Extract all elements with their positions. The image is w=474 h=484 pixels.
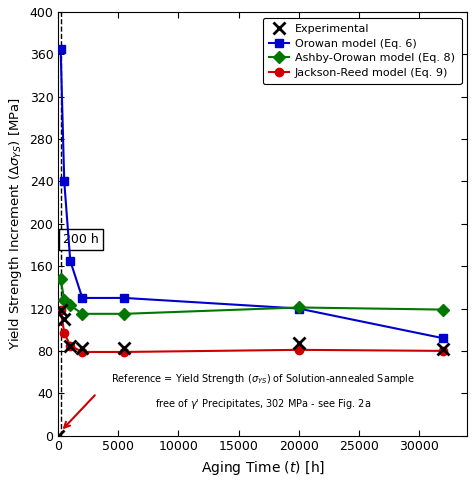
Ashby-Orowan model (Eq. 8) [67,302,73,308]
Ashby-Orowan model (Eq. 8) [121,311,127,317]
Ashby-Orowan model (Eq. 8) [80,311,85,317]
Orowan model (Eq. 6) [67,258,73,264]
Experimental [55,433,61,439]
Jackson-Reed model (Eq. 9) [80,349,85,355]
Ashby-Orowan model (Eq. 8) [440,307,446,313]
Experimental [440,346,446,352]
Jackson-Reed model (Eq. 9) [62,330,67,336]
Jackson-Reed model (Eq. 9) [121,349,127,355]
Orowan model (Eq. 6) [440,335,446,341]
Y-axis label: Yield Strength Increment ($\Delta\sigma_{YS}$) [MPa]: Yield Strength Increment ($\Delta\sigma_… [7,97,24,350]
Ashby-Orowan model (Eq. 8) [62,297,67,303]
Line: Orowan model (Eq. 6): Orowan model (Eq. 6) [56,45,447,342]
Orowan model (Eq. 6) [121,295,127,301]
Experimental [80,345,85,350]
Jackson-Reed model (Eq. 9) [296,347,301,353]
Experimental [58,307,64,313]
X-axis label: Aging Time ($t$) [h]: Aging Time ($t$) [h] [201,459,325,477]
Orowan model (Eq. 6) [296,305,301,311]
Text: Reference = Yield Strength ($\sigma_{YS}$) of Solution-annealed Sample: Reference = Yield Strength ($\sigma_{YS}… [110,373,415,387]
Experimental [121,345,127,350]
Experimental [67,343,73,348]
Orowan model (Eq. 6) [80,295,85,301]
Jackson-Reed model (Eq. 9) [440,348,446,354]
Jackson-Reed model (Eq. 9) [67,343,73,348]
Line: Experimental: Experimental [53,304,448,441]
Text: 200 h: 200 h [63,233,99,246]
Orowan model (Eq. 6) [58,46,64,52]
Experimental [296,341,301,347]
Ashby-Orowan model (Eq. 8) [58,276,64,282]
Line: Ashby-Orowan model (Eq. 8): Ashby-Orowan model (Eq. 8) [56,275,447,318]
Experimental [62,316,67,322]
Legend: Experimental, Orowan model (Eq. 6), Ashby-Orowan model (Eq. 8), Jackson-Reed mod: Experimental, Orowan model (Eq. 6), Ashb… [263,17,462,84]
Ashby-Orowan model (Eq. 8) [296,304,301,310]
Jackson-Reed model (Eq. 9) [58,307,64,313]
Text: free of $\gamma$' Precipitates, 302 MPa - see Fig. 2a: free of $\gamma$' Precipitates, 302 MPa … [155,397,371,411]
Orowan model (Eq. 6) [62,179,67,184]
Line: Jackson-Reed model (Eq. 9): Jackson-Reed model (Eq. 9) [56,305,447,356]
